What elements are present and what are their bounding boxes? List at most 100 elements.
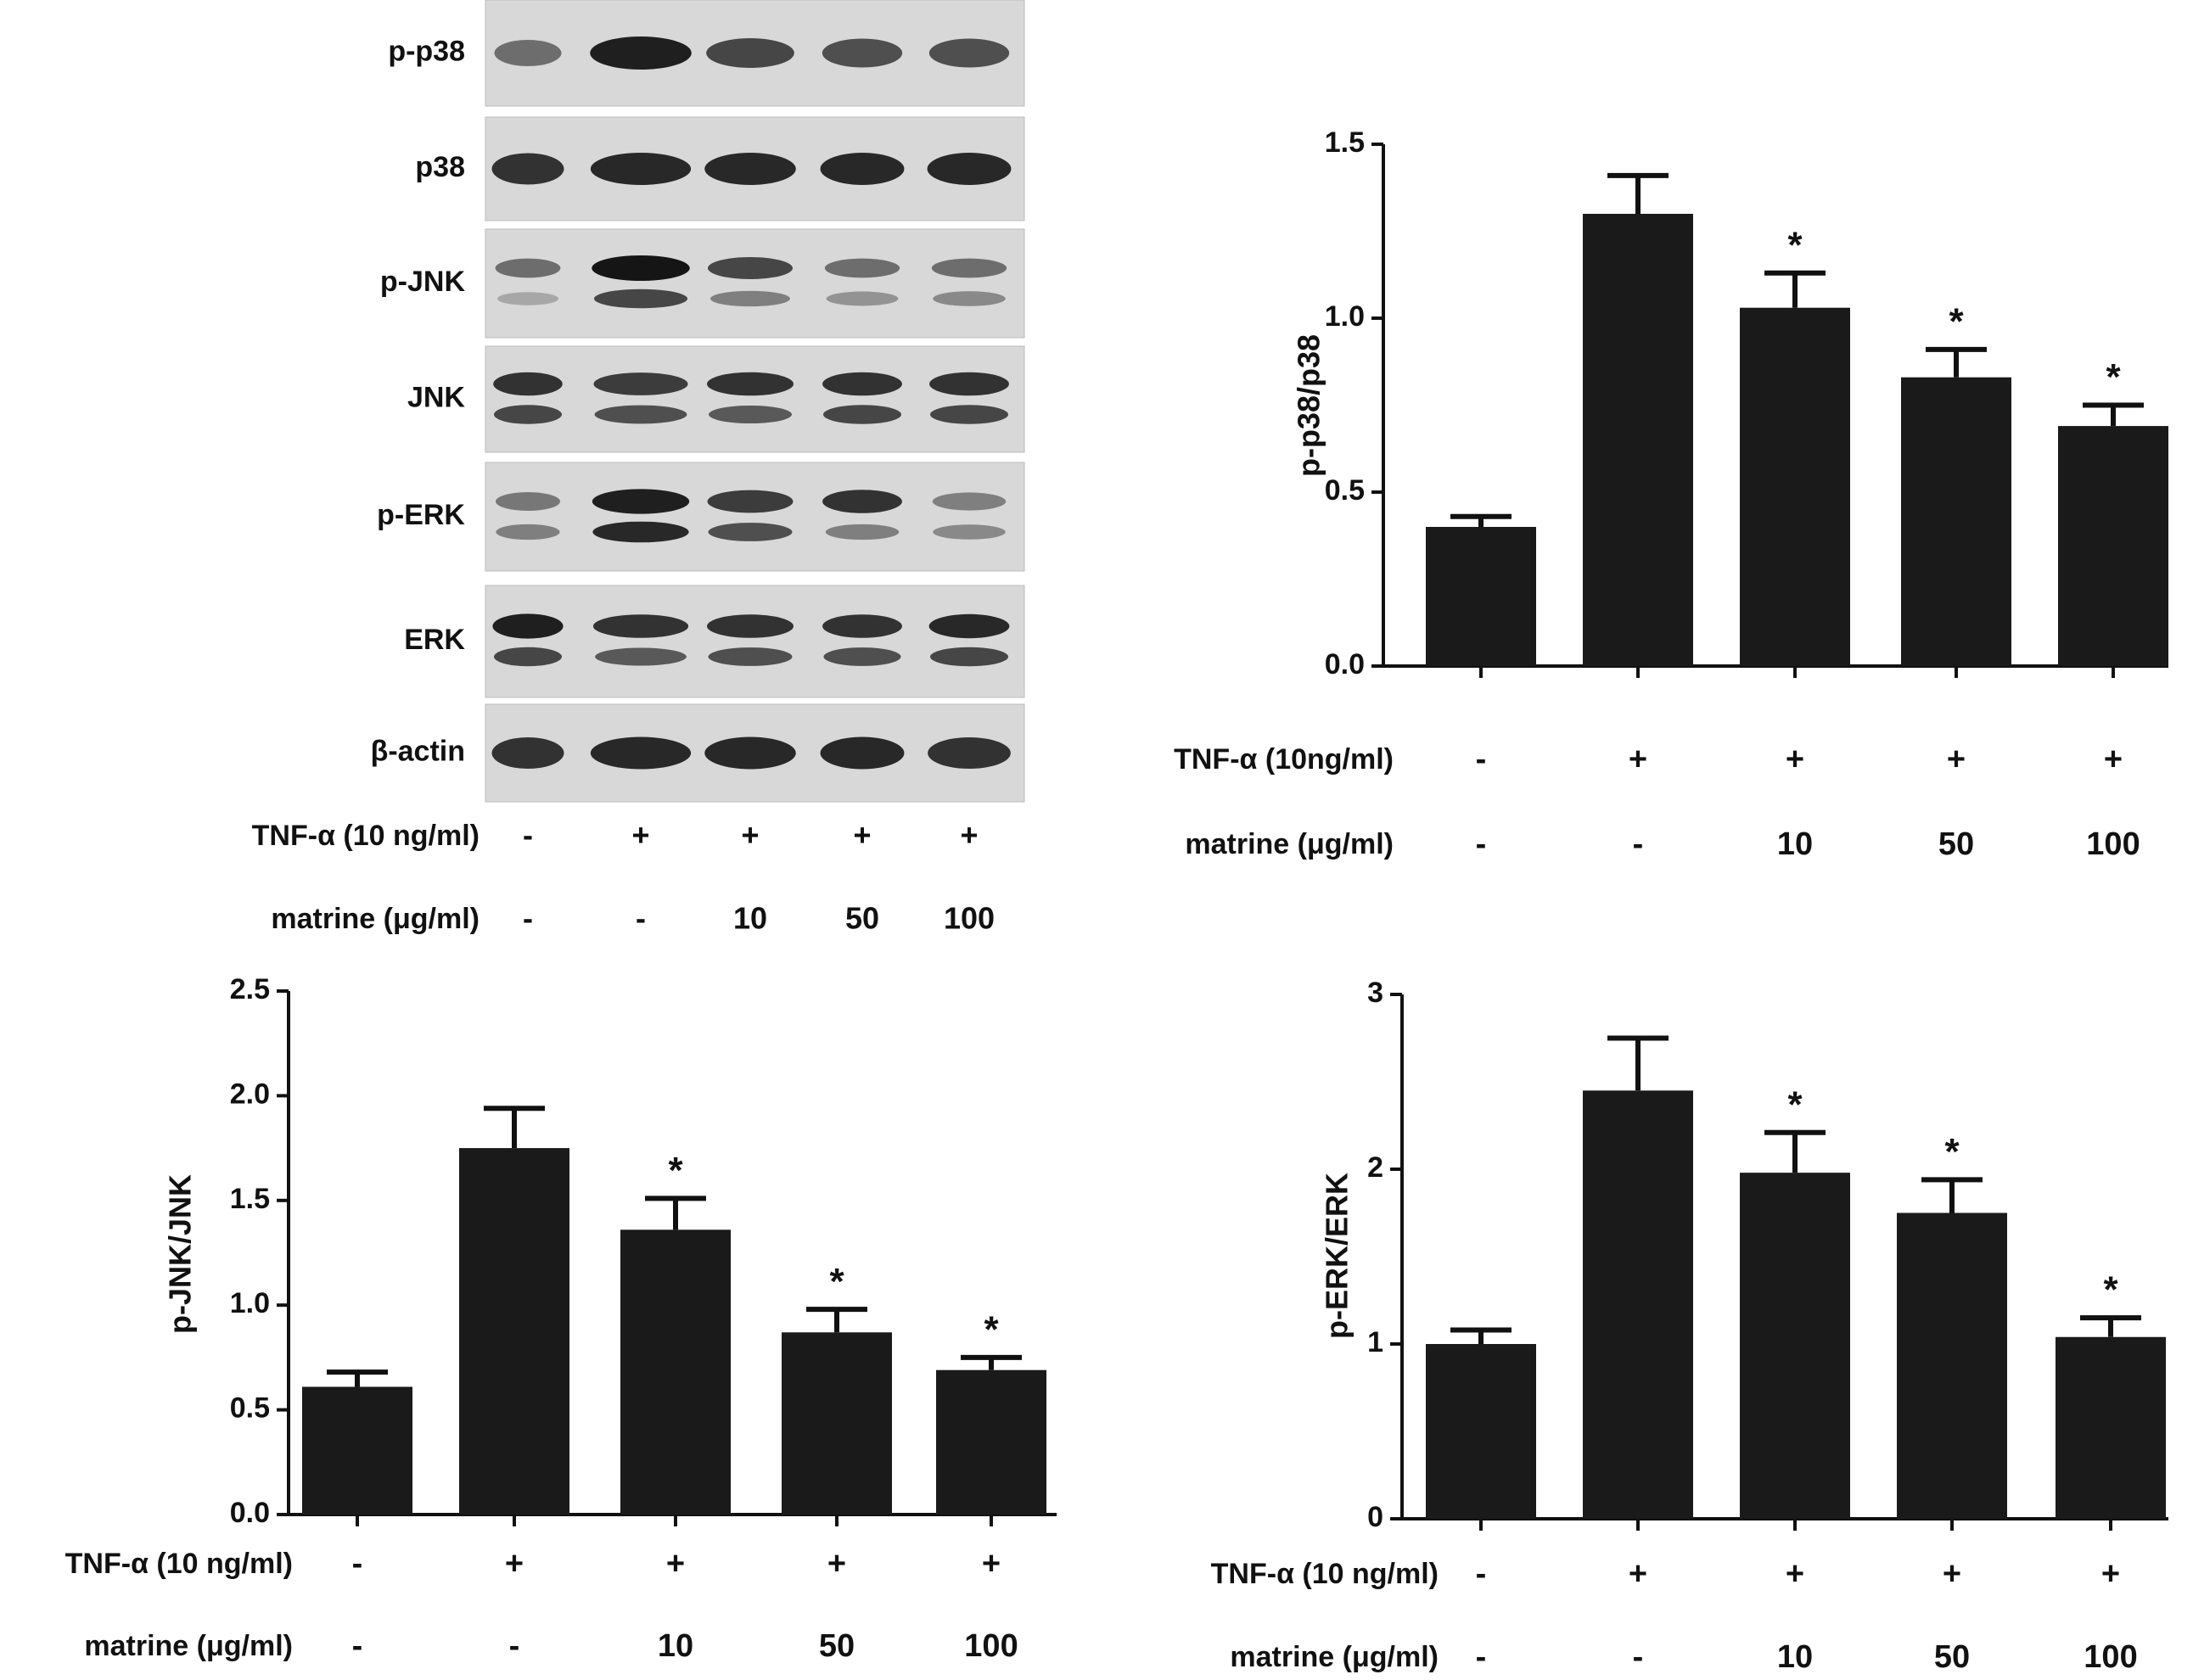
blot-band (592, 521, 689, 543)
significance-marker: * (1944, 1131, 1960, 1173)
blot-strip (485, 585, 1025, 698)
blot-strip (485, 462, 1025, 572)
blot-band (929, 372, 1009, 396)
blot-condition-value: + (960, 818, 978, 853)
condition-value: - (1476, 742, 1487, 777)
condition-value: - (1633, 1639, 1644, 1675)
condition-value: + (1629, 1556, 1647, 1592)
blot-band (707, 614, 794, 638)
blot-band (592, 614, 689, 638)
blot-condition-value: 50 (845, 901, 879, 936)
blot-strip (485, 228, 1025, 339)
blot-band (820, 153, 905, 185)
bar (1740, 1173, 1850, 1519)
y-tick-label: 2.0 (230, 1078, 270, 1110)
blot-band (930, 405, 1008, 424)
y-tick-label: 0.0 (1325, 648, 1365, 680)
significance-marker: * (1787, 224, 1803, 266)
significance-marker: * (1787, 1084, 1803, 1125)
bar (1583, 1090, 1693, 1519)
condition-value: 100 (2086, 826, 2140, 862)
significance-marker: * (2106, 356, 2121, 398)
bar (2056, 1336, 2166, 1519)
blot-condition-value: + (631, 818, 649, 853)
blot-condition-value: - (523, 901, 533, 936)
blot-band (933, 524, 1006, 540)
blot-band (594, 288, 687, 309)
blot-band (927, 153, 1012, 185)
y-tick-label: 0.0 (230, 1497, 270, 1529)
blot-band (824, 258, 900, 278)
condition-value: + (2101, 1556, 2120, 1592)
condition-value: + (1786, 742, 1804, 777)
blot-band (706, 38, 794, 68)
y-tick-label: 1.5 (230, 1183, 270, 1215)
blot-band (497, 292, 558, 305)
condition-label: TNF-α (10 ng/ml) (65, 1548, 293, 1580)
blot-band (708, 257, 793, 279)
significance-marker: * (829, 1261, 844, 1302)
blot-band (704, 153, 796, 185)
blot-band (822, 490, 902, 513)
blot-band (930, 647, 1008, 667)
blot-condition-label: matrine (μg/ml) (271, 903, 480, 935)
blot-condition-value: 100 (944, 901, 995, 936)
condition-value: 50 (1938, 826, 1974, 862)
blot-band (822, 614, 902, 638)
blot-band (592, 489, 690, 514)
blot-band (491, 153, 564, 185)
bar (1583, 214, 1693, 666)
blot-band (496, 492, 560, 511)
condition-value: - (1633, 826, 1644, 862)
condition-value: 100 (964, 1628, 1018, 1664)
blot-band (710, 290, 790, 307)
bar (620, 1229, 731, 1515)
blot-band (928, 38, 1010, 68)
condition-label: TNF-α (10 ng/ml) (1211, 1558, 1439, 1590)
condition-value: - (352, 1546, 363, 1582)
blot-band (825, 524, 900, 540)
blot-band (823, 647, 901, 666)
blot-condition-value: + (741, 818, 759, 853)
bar (2058, 426, 2168, 666)
western-blot-panel: p-p38 p38 p-JNK JNK p-ERK ERK β-actin TNF-α (10… (252, 0, 1025, 936)
blot-condition-value: - (636, 901, 646, 936)
bar (1897, 1212, 2007, 1519)
condition-label: matrine (μg/ml) (1185, 828, 1394, 860)
blot-band (491, 737, 564, 769)
condition-value: + (1786, 1556, 1804, 1592)
y-tick-label: 2 (1367, 1151, 1383, 1184)
y-tick-label: 3 (1367, 977, 1383, 1009)
y-tick-label: 1.0 (230, 1287, 270, 1319)
y-tick-label: 0.5 (230, 1392, 270, 1425)
bar (782, 1332, 892, 1515)
blot-band (822, 38, 903, 68)
y-tick-label: 1.5 (1325, 126, 1365, 159)
condition-value: + (505, 1546, 524, 1582)
blot-band (594, 405, 687, 424)
blot-band (494, 40, 562, 66)
condition-value: - (509, 1628, 520, 1664)
blot-band (928, 613, 1010, 639)
significance-marker: * (668, 1150, 683, 1191)
blot-row-label: p-JNK (380, 266, 466, 298)
blot-band (704, 736, 796, 770)
blot-band (709, 405, 792, 424)
condition-value: + (1943, 1556, 1961, 1592)
blot-row-label: p-p38 (388, 35, 465, 67)
blot-band (826, 291, 899, 306)
blot-band (494, 647, 562, 667)
condition-value: 10 (1777, 826, 1813, 862)
chart-p-p38: 0.0 0.5 1.0 1.5 p-p38/p38 * * * TNF-α (10ng/ml) -… (1174, 126, 2168, 862)
condition-value: 50 (1934, 1639, 1970, 1675)
blot-band (492, 613, 564, 639)
blot-band (707, 372, 794, 396)
blot-band (590, 153, 692, 185)
blot-band (593, 372, 688, 395)
condition-value: + (982, 1546, 1001, 1582)
blot-band (595, 647, 687, 666)
condition-value: + (1947, 742, 1966, 777)
blot-band (590, 736, 692, 770)
blot-row-label: JNK (407, 381, 465, 413)
y-tick-label: 0.5 (1325, 474, 1365, 507)
